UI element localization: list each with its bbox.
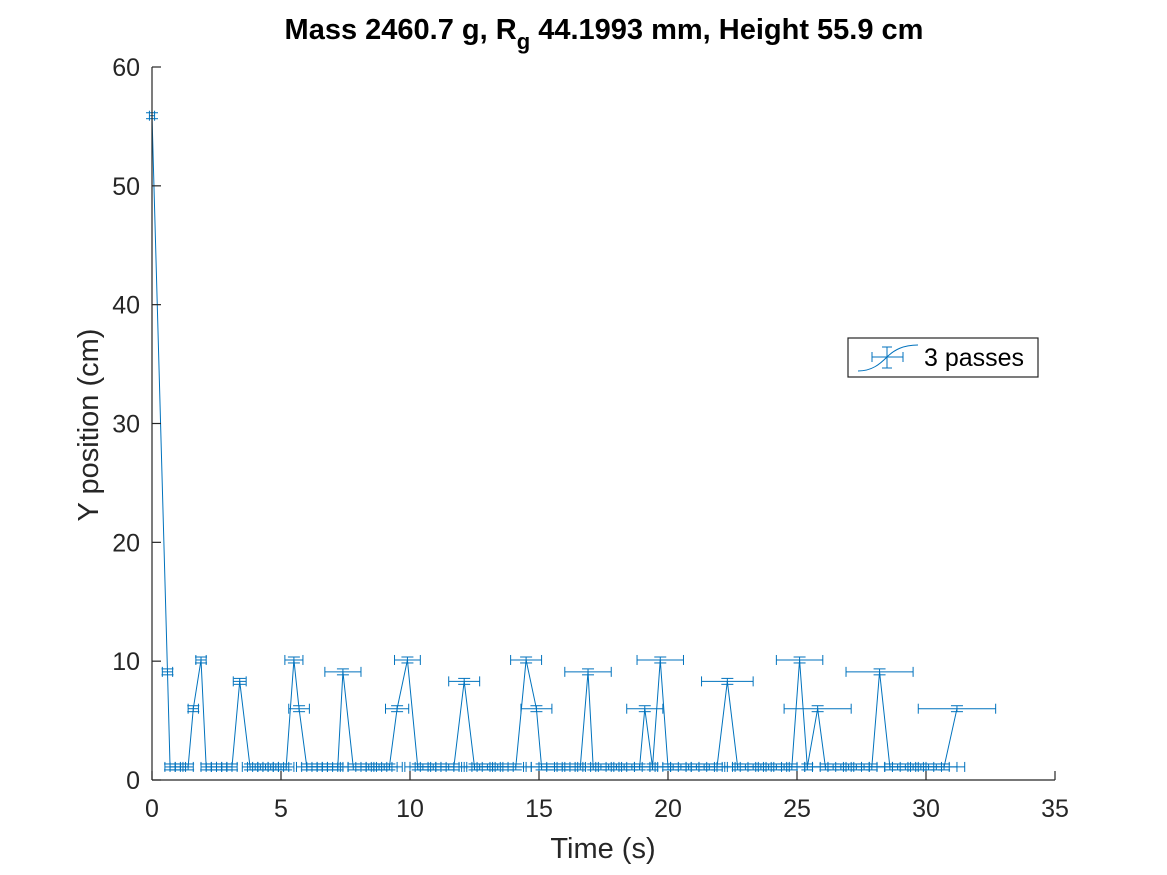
data-point [922,761,966,772]
data-point [783,703,852,714]
chart-title-prefix: Mass 2460.7 g, R [285,14,517,46]
data-point [284,654,304,665]
data-point [324,666,362,677]
y-tick-label: 10 [112,648,140,676]
x-tick-label: 25 [783,795,811,823]
data-point [701,676,754,687]
y-axis-label: Y position (cm) [73,329,105,522]
legend: 3 passes [847,337,1039,378]
y-tick-label: 60 [112,54,140,82]
data-point [161,666,174,677]
legend-line-symbol [857,344,919,372]
y-tick-label: 20 [112,529,140,557]
x-tick-label: 10 [396,795,424,823]
data-point [394,654,421,665]
y-tick-label: 0 [126,767,140,795]
plot-area [146,110,997,772]
y-tick-label: 30 [112,411,140,439]
data-point [626,703,664,714]
data-point [448,676,481,687]
data-point [225,761,238,772]
x-axis-label: Time (s) [550,833,655,865]
chart-title-suffix: 44.1993 mm, Height 55.9 cm [530,14,923,46]
data-point [232,676,247,687]
data-point [187,703,200,714]
x-tick-label: 5 [274,795,288,823]
series-line-1 [151,115,958,768]
data-point [375,761,403,772]
chart-title: Mass 2460.7 g, Rg 44.1993 mm, Height 55.… [285,14,924,54]
data-point [520,703,553,714]
x-tick-label: 0 [145,795,159,823]
data-point [845,666,914,677]
data-point [636,654,684,665]
chart-title-subscript: g [517,29,530,54]
data-point [288,703,310,714]
data-point [510,654,543,665]
legend-label-series-1: 3 passes [924,344,1024,372]
data-point [195,654,208,665]
x-tick-label: 20 [654,795,682,823]
x-tick-label: 15 [525,795,553,823]
data-point [917,703,997,714]
axes: 0 5 10 15 20 25 30 35 0 10 20 30 40 50 60 [112,54,1069,823]
x-tick-label: 30 [912,795,940,823]
data-point [564,666,612,677]
data-point [277,761,295,772]
y-tick-label: 50 [112,173,140,201]
y-tick-label: 40 [112,292,140,320]
data-point [384,703,410,714]
data-point [775,654,824,665]
data-point [182,761,195,772]
x-tick-label: 35 [1041,795,1069,823]
